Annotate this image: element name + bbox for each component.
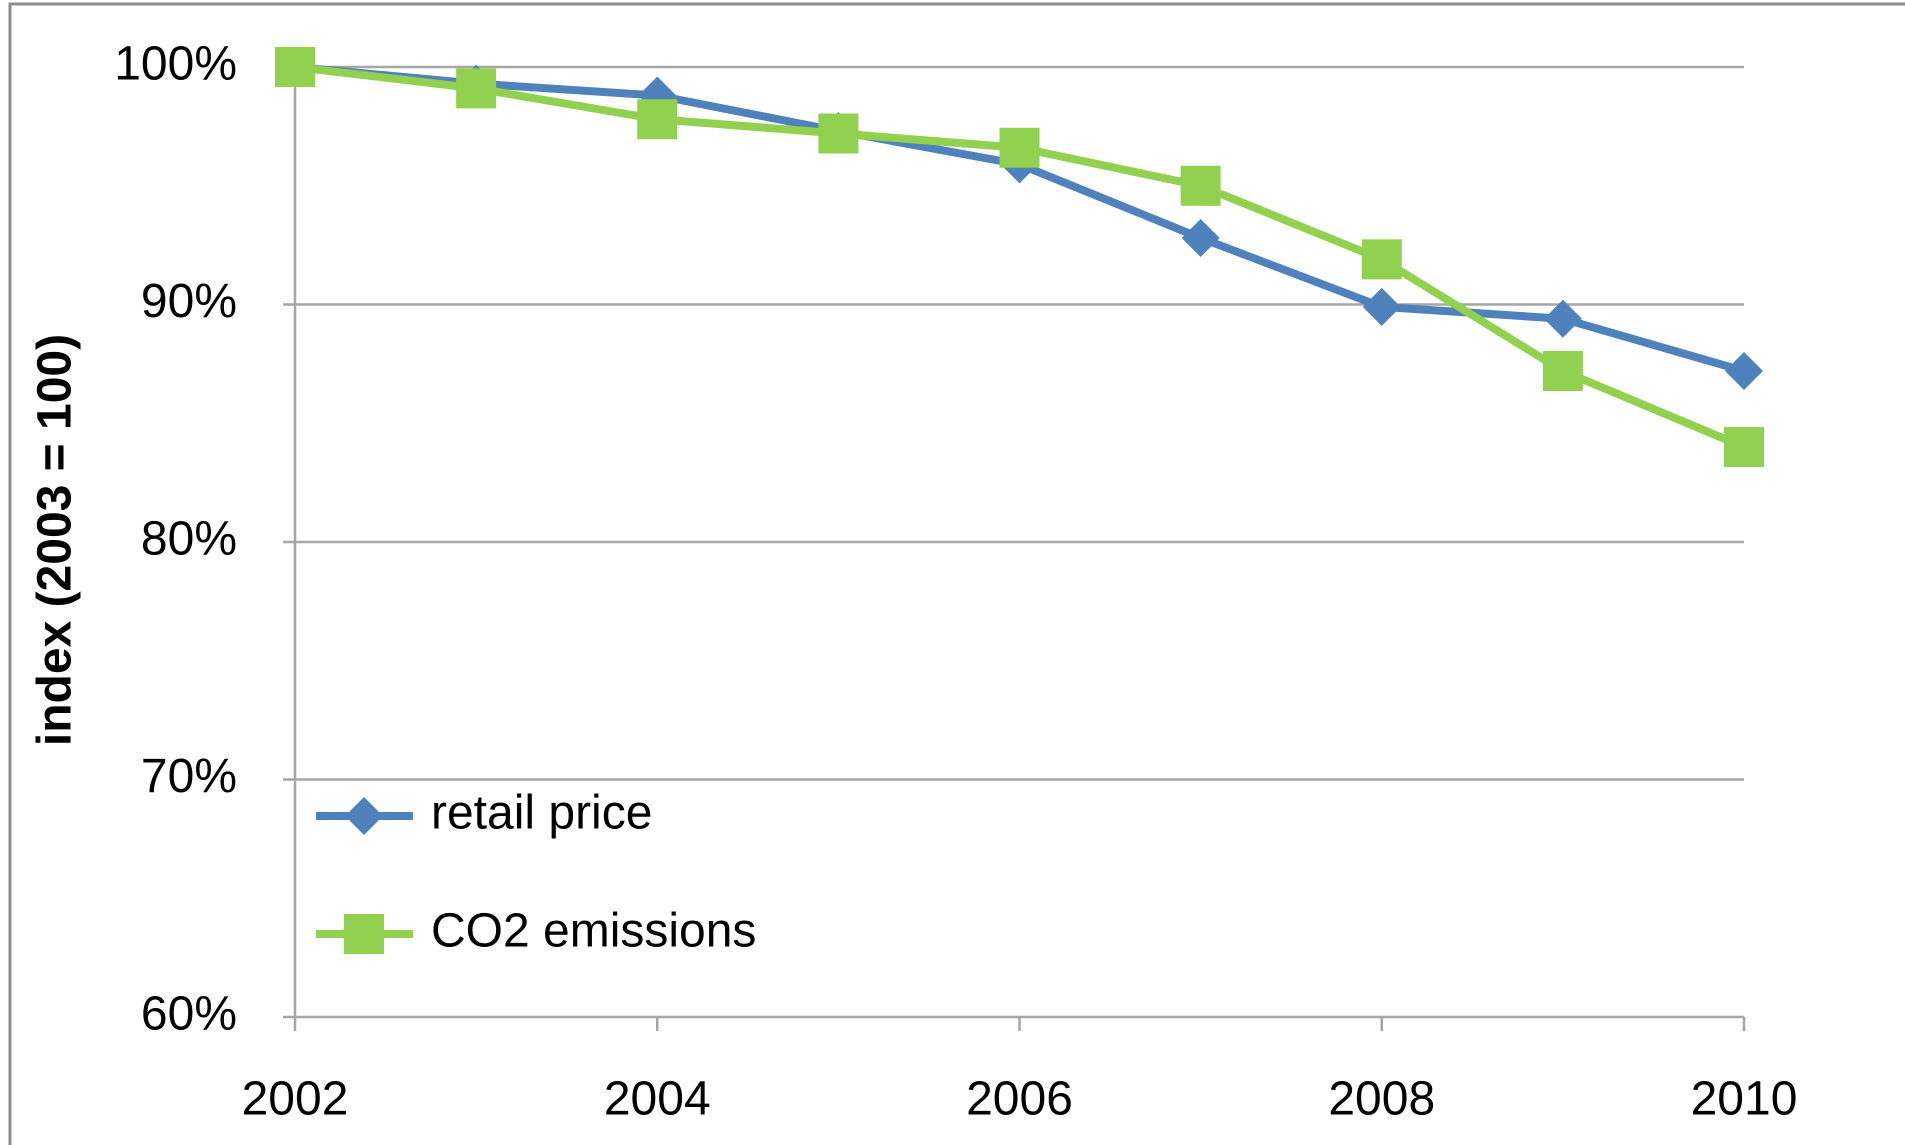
y-tick-label: 70%: [141, 750, 237, 803]
point: [818, 113, 859, 154]
x-tick-label: 2010: [1691, 1073, 1798, 1126]
point: [1725, 352, 1763, 390]
y-tick-label: 90%: [141, 275, 237, 328]
legend-marker: [344, 914, 384, 954]
chart-frame: [8, 2, 1905, 1145]
x-tick-label: 2008: [1328, 1073, 1435, 1126]
point: [275, 47, 315, 87]
y-tick-label: 80%: [141, 513, 237, 566]
point: [1542, 351, 1583, 391]
y-axis-label: index (2003 = 100): [29, 334, 82, 746]
series-line: [294, 63, 1746, 451]
y-tick-label: 60%: [141, 988, 237, 1041]
point: [999, 127, 1040, 168]
point: [456, 68, 497, 109]
x-tick-label: 2006: [966, 1073, 1073, 1126]
point: [1724, 427, 1764, 467]
legend-marker: [345, 797, 383, 835]
x-tick-label: 2004: [604, 1073, 711, 1126]
x-tick-label: 2002: [242, 1073, 349, 1126]
point: [637, 99, 678, 140]
legend-label: retail price: [431, 787, 652, 840]
legend-label: CO2 emissions: [431, 905, 756, 958]
series-line: [294, 63, 1746, 375]
point: [1362, 287, 1401, 326]
point: [1181, 219, 1220, 257]
point: [1543, 299, 1582, 338]
point: [1180, 165, 1221, 206]
point: [1361, 239, 1402, 280]
y-tick-label: 100%: [114, 38, 237, 91]
